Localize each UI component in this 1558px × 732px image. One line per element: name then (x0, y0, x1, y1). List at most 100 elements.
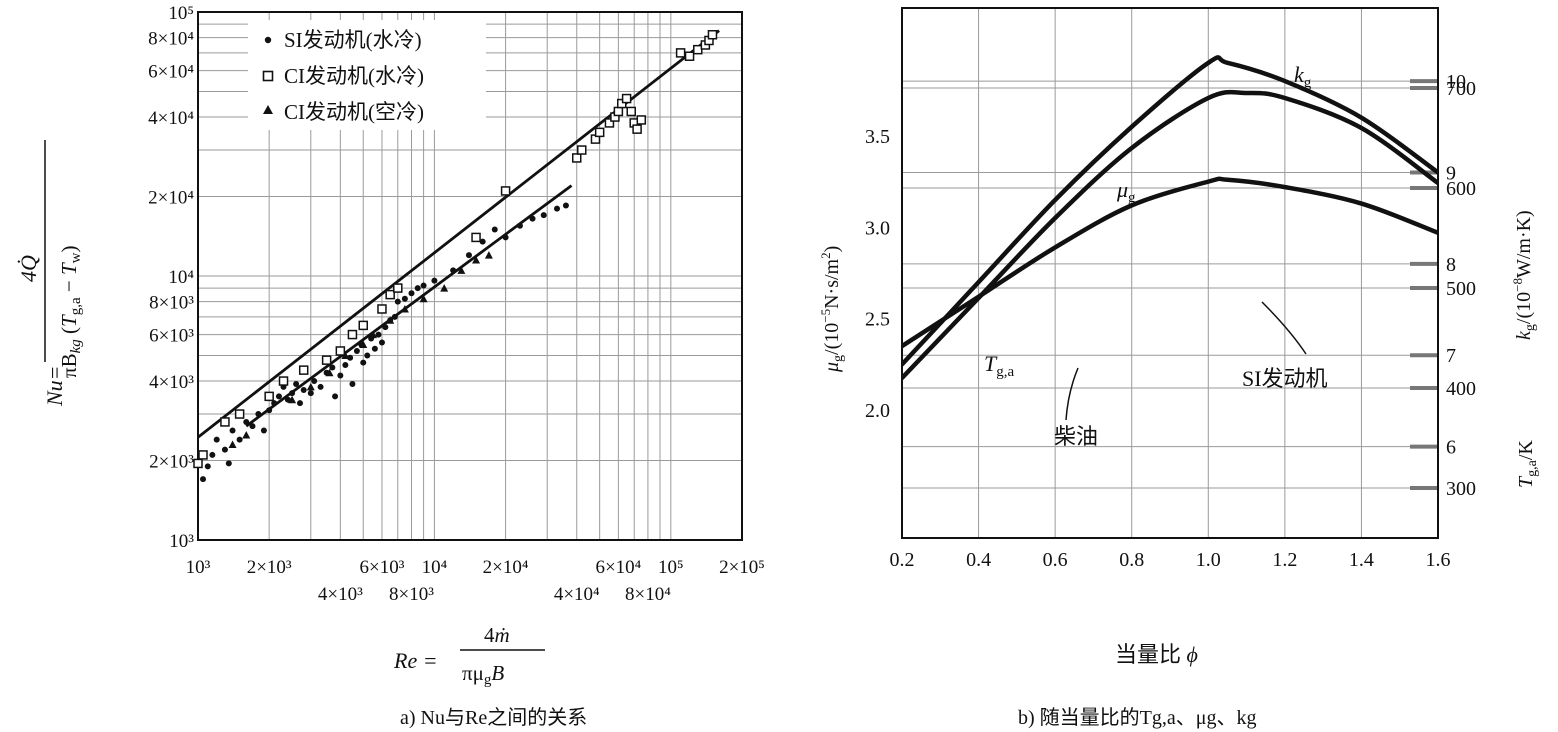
point-ci-air (440, 284, 449, 292)
fit-line (245, 184, 573, 428)
x-tick-label: 2×10⁴ (483, 557, 529, 578)
xlabel-denominator: πμgB (462, 661, 504, 688)
chart-b-left-tick-labels: 2.0 2.5 3.0 3.5 (865, 126, 890, 422)
point-si-water (271, 400, 278, 407)
point-si-water (236, 436, 243, 443)
point-ci-water (684, 51, 695, 61)
legend-triangle-icon (263, 105, 273, 114)
ylabel-denominator: πBkg (Tg,a − Tw) (57, 245, 84, 378)
point-ci-water (385, 289, 395, 300)
annotation-si-engine: SI发动机 (1242, 366, 1328, 391)
point-ci-water (321, 355, 332, 365)
right-tick-label-k: 9 (1446, 162, 1456, 184)
point-si-water (391, 313, 398, 320)
point-si-water (364, 352, 371, 359)
point-si-water (260, 427, 267, 434)
point-si-water (300, 386, 307, 393)
x-tick-label: 10⁴ (422, 557, 448, 578)
x-tick-label: 4×10³ (318, 584, 363, 605)
point-ci-water (636, 115, 647, 125)
right-tick-label-k: 8 (1446, 254, 1456, 276)
right-tick-label-t: 500 (1446, 278, 1476, 300)
point-si-water (401, 295, 408, 302)
legend-background (248, 20, 486, 130)
chart-a-ylabel: Nu= 4Q̇ πBkg (Tg,a − Tw) (16, 140, 84, 407)
point-si-water (516, 222, 523, 229)
point-si-water (414, 285, 421, 292)
y-tick-label: 6×10⁴ (148, 62, 194, 83)
y-tick-label: 2×10³ (149, 452, 194, 473)
point-ci-water (298, 365, 309, 375)
ylabel-left: μg/(10−5N·s/m2) (818, 246, 846, 373)
series-line-mu (902, 176, 1438, 349)
point-si-water (540, 212, 547, 219)
point-ci-water (220, 417, 230, 427)
chart-b-x-tick-labels: 0.2 0.4 0.6 0.8 1.0 1.2 1.4 1.6 (890, 549, 1451, 571)
point-ci-air (359, 340, 368, 349)
point-ci-water (621, 93, 632, 104)
series-line-kg (902, 55, 1438, 367)
point-si-water (394, 298, 401, 305)
point-si-water (293, 380, 300, 387)
left-tick-label: 2.0 (865, 400, 890, 422)
right-tick-label-t: 600 (1446, 178, 1476, 200)
si-leader-line (1261, 301, 1307, 355)
right-tick-label-t: 400 (1446, 378, 1476, 400)
diesel-leader-line (1065, 367, 1079, 421)
ylabel-numerator: 4Q̇ (16, 255, 41, 282)
chart-b-caption: b) 随当量比的Tg,a、μg、kg (1018, 706, 1256, 729)
right-tick-label-t: 700 (1446, 78, 1476, 100)
fit-line (198, 29, 720, 439)
point-ci-air (400, 304, 409, 313)
point-si-water (213, 436, 220, 443)
point-ci-air (242, 430, 251, 439)
chart-a-y-tick-labels: 10³ 2×10³ 4×10³ 6×10³ 8×10³ 10⁴ 2×10⁴ 4×10⁴ 6×10… (148, 3, 194, 552)
y-tick-label: 4×10³ (149, 372, 194, 393)
chart-a-caption: a) Nu与Re之间的关系 (400, 706, 587, 729)
point-si-water (275, 393, 282, 400)
point-ci-water (675, 48, 686, 58)
y-tick-label: 8×10³ (149, 293, 194, 314)
series-line-tga (902, 89, 1438, 381)
legend-dot-icon (264, 36, 272, 44)
y-tick-label: 8×10⁴ (148, 29, 194, 50)
point-ci-water (500, 186, 511, 196)
x-tick-label: 10⁵ (658, 557, 684, 578)
xlabel-re: Re = (393, 648, 438, 673)
point-ci-water (707, 30, 718, 40)
right-tick-label-k: 10 (1446, 71, 1466, 93)
point-ci-water (594, 127, 605, 138)
x-tick-label: 1.2 (1272, 549, 1297, 571)
chart-a-points (193, 30, 718, 483)
y-tick-label: 10⁴ (168, 267, 194, 288)
point-ci-water (604, 118, 615, 128)
label-mu: μg (1116, 177, 1136, 206)
point-si-water (375, 331, 382, 338)
point-si-water (431, 277, 438, 284)
chart-b-frame (901, 7, 1439, 539)
point-ci-water (626, 106, 636, 117)
chart-b-series-lines (902, 55, 1438, 381)
point-si-water (378, 339, 385, 346)
point-ci-air (484, 251, 493, 259)
point-si-water (479, 238, 486, 245)
xlabel-numerator: 4ṁ (484, 623, 510, 647)
y-tick-label: 6×10³ (149, 326, 194, 347)
point-ci-water (572, 153, 582, 163)
point-ci-water (193, 458, 203, 469)
point-si-water (229, 427, 236, 434)
chart-a-frame (197, 11, 743, 541)
point-ci-water (278, 376, 289, 386)
x-tick-label: 0.2 (890, 549, 915, 571)
x-tick-label: 4×10⁴ (554, 584, 600, 605)
point-ci-water (377, 304, 387, 314)
x-tick-label: 10³ (186, 557, 211, 578)
label-kg: kg (1294, 62, 1312, 91)
legend-square-icon (262, 70, 274, 82)
point-ci-air (228, 440, 237, 449)
ylabel-right-lower: Tg,a/K (1515, 440, 1540, 488)
x-tick-label: 1.0 (1196, 549, 1221, 571)
point-si-water (371, 345, 378, 352)
left-tick-label: 3.0 (865, 217, 890, 239)
